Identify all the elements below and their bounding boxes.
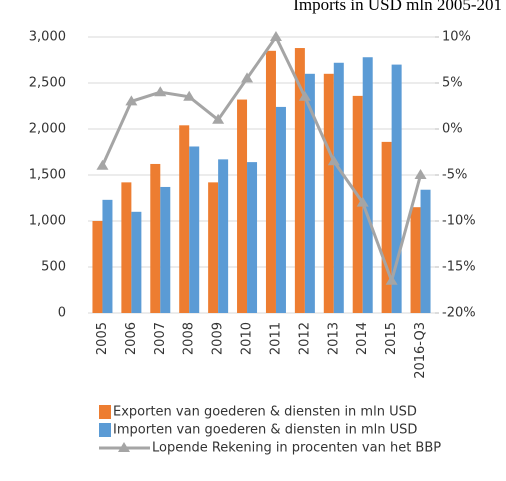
x-tick-label: 2005	[95, 322, 110, 355]
x-tick-label: 2012	[297, 322, 312, 355]
y2-tick-label: 10%	[442, 30, 471, 45]
marker	[385, 274, 398, 285]
bar	[304, 73, 315, 313]
chart-title: Imports in USD mln 2005-201	[293, 0, 502, 14]
bar	[218, 159, 229, 313]
y-tick-label: 500	[41, 260, 66, 275]
bar	[150, 163, 161, 313]
marker	[183, 90, 196, 101]
y-tick-label: 2,500	[29, 76, 66, 91]
y2-tick-label: 0%	[442, 122, 463, 137]
x-tick-label: 2006	[124, 322, 139, 355]
bar	[362, 57, 373, 313]
x-tick-label: 2011	[268, 322, 283, 355]
bar	[391, 64, 402, 313]
marker	[241, 72, 254, 83]
x-tick-label: 2007	[153, 322, 168, 355]
y2-tick-label: -20%	[442, 306, 476, 321]
x-tick-label: 2010	[240, 322, 255, 355]
bar	[323, 73, 334, 313]
bar	[237, 99, 248, 313]
x-tick-label: 2016-Q3	[413, 322, 428, 379]
x-tick-label: 2014	[355, 322, 370, 355]
y-tick-label: 0	[58, 306, 66, 321]
legend-swatch	[118, 442, 130, 452]
marker	[96, 159, 109, 170]
legend-label: Lopende Rekening in procenten van het BB…	[152, 441, 441, 456]
bar	[160, 186, 171, 313]
y2-tick-label: -15%	[442, 260, 476, 275]
marker	[327, 155, 340, 166]
marker	[298, 90, 311, 101]
bar	[189, 146, 200, 313]
marker	[154, 86, 167, 97]
bar	[179, 125, 190, 313]
y2-tick-label: -10%	[442, 214, 476, 229]
bar	[208, 182, 219, 313]
bar	[121, 182, 132, 313]
bar	[102, 199, 113, 313]
bar	[410, 207, 421, 313]
marker	[356, 196, 369, 207]
bar	[420, 189, 431, 313]
marker	[414, 169, 427, 179]
x-tick-label: 2009	[211, 322, 226, 355]
bar	[92, 221, 103, 313]
bar	[352, 95, 363, 313]
bar	[333, 62, 344, 314]
y2-tick-label: 5%	[442, 76, 463, 91]
x-tick-label: 2015	[384, 322, 399, 355]
legend-label: Exporten van goederen & diensten in mln …	[113, 405, 417, 420]
bar	[381, 141, 392, 313]
marker	[212, 113, 225, 124]
bar	[294, 48, 305, 313]
x-tick-label: 2008	[182, 322, 197, 355]
bar	[247, 162, 258, 313]
x-tick-label: 2013	[326, 322, 341, 355]
y2-tick-label: -5%	[442, 168, 467, 183]
bar	[131, 211, 142, 313]
legend-swatch	[99, 423, 111, 437]
y-tick-label: 1,000	[29, 214, 66, 229]
bar	[265, 50, 276, 314]
bar	[275, 106, 286, 313]
legend-swatch	[99, 405, 111, 419]
marker	[269, 31, 282, 41]
y-tick-label: 1,500	[29, 168, 66, 183]
y-tick-label: 2,000	[29, 122, 66, 137]
y-tick-label: 3,000	[29, 30, 66, 45]
line	[101, 34, 422, 286]
legend-label: Importen van goederen & diensten in mln …	[113, 423, 417, 438]
marker	[125, 95, 138, 106]
